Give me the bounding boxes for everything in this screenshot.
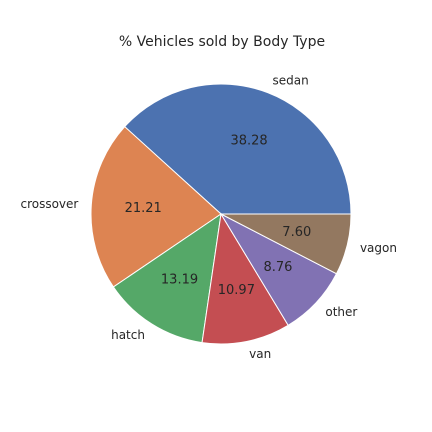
pie-labels: sedan 38.28 crossover 21.21 hatch 13.19 van 10.… (20, 74, 396, 362)
pie-slice-hatch (112, 212, 222, 344)
pie-slice-van (201, 212, 289, 345)
value-label-van: 10.97 (218, 283, 255, 298)
value-label-vagon: 7.60 (282, 225, 311, 240)
value-label-crossover: 21.21 (125, 201, 162, 216)
category-label-sedan: sedan (272, 74, 308, 88)
value-label-other: 8.76 (263, 260, 292, 275)
category-label-crossover: crossover (20, 197, 78, 211)
pie-slices (90, 83, 352, 345)
value-label-hatch: 13.19 (161, 273, 198, 288)
category-label-van: van (249, 347, 271, 361)
category-label-hatch: hatch (111, 328, 145, 342)
category-label-vagon: vagon (360, 241, 397, 255)
pie-slice-sedan (123, 83, 352, 215)
pie-slice-crossover (90, 125, 222, 288)
category-label-other: other (325, 305, 357, 319)
value-label-sedan: 38.28 (230, 134, 267, 149)
pie-slice-vagon (220, 213, 352, 275)
chart-title: % Vehicles sold by Body Type (119, 34, 325, 50)
